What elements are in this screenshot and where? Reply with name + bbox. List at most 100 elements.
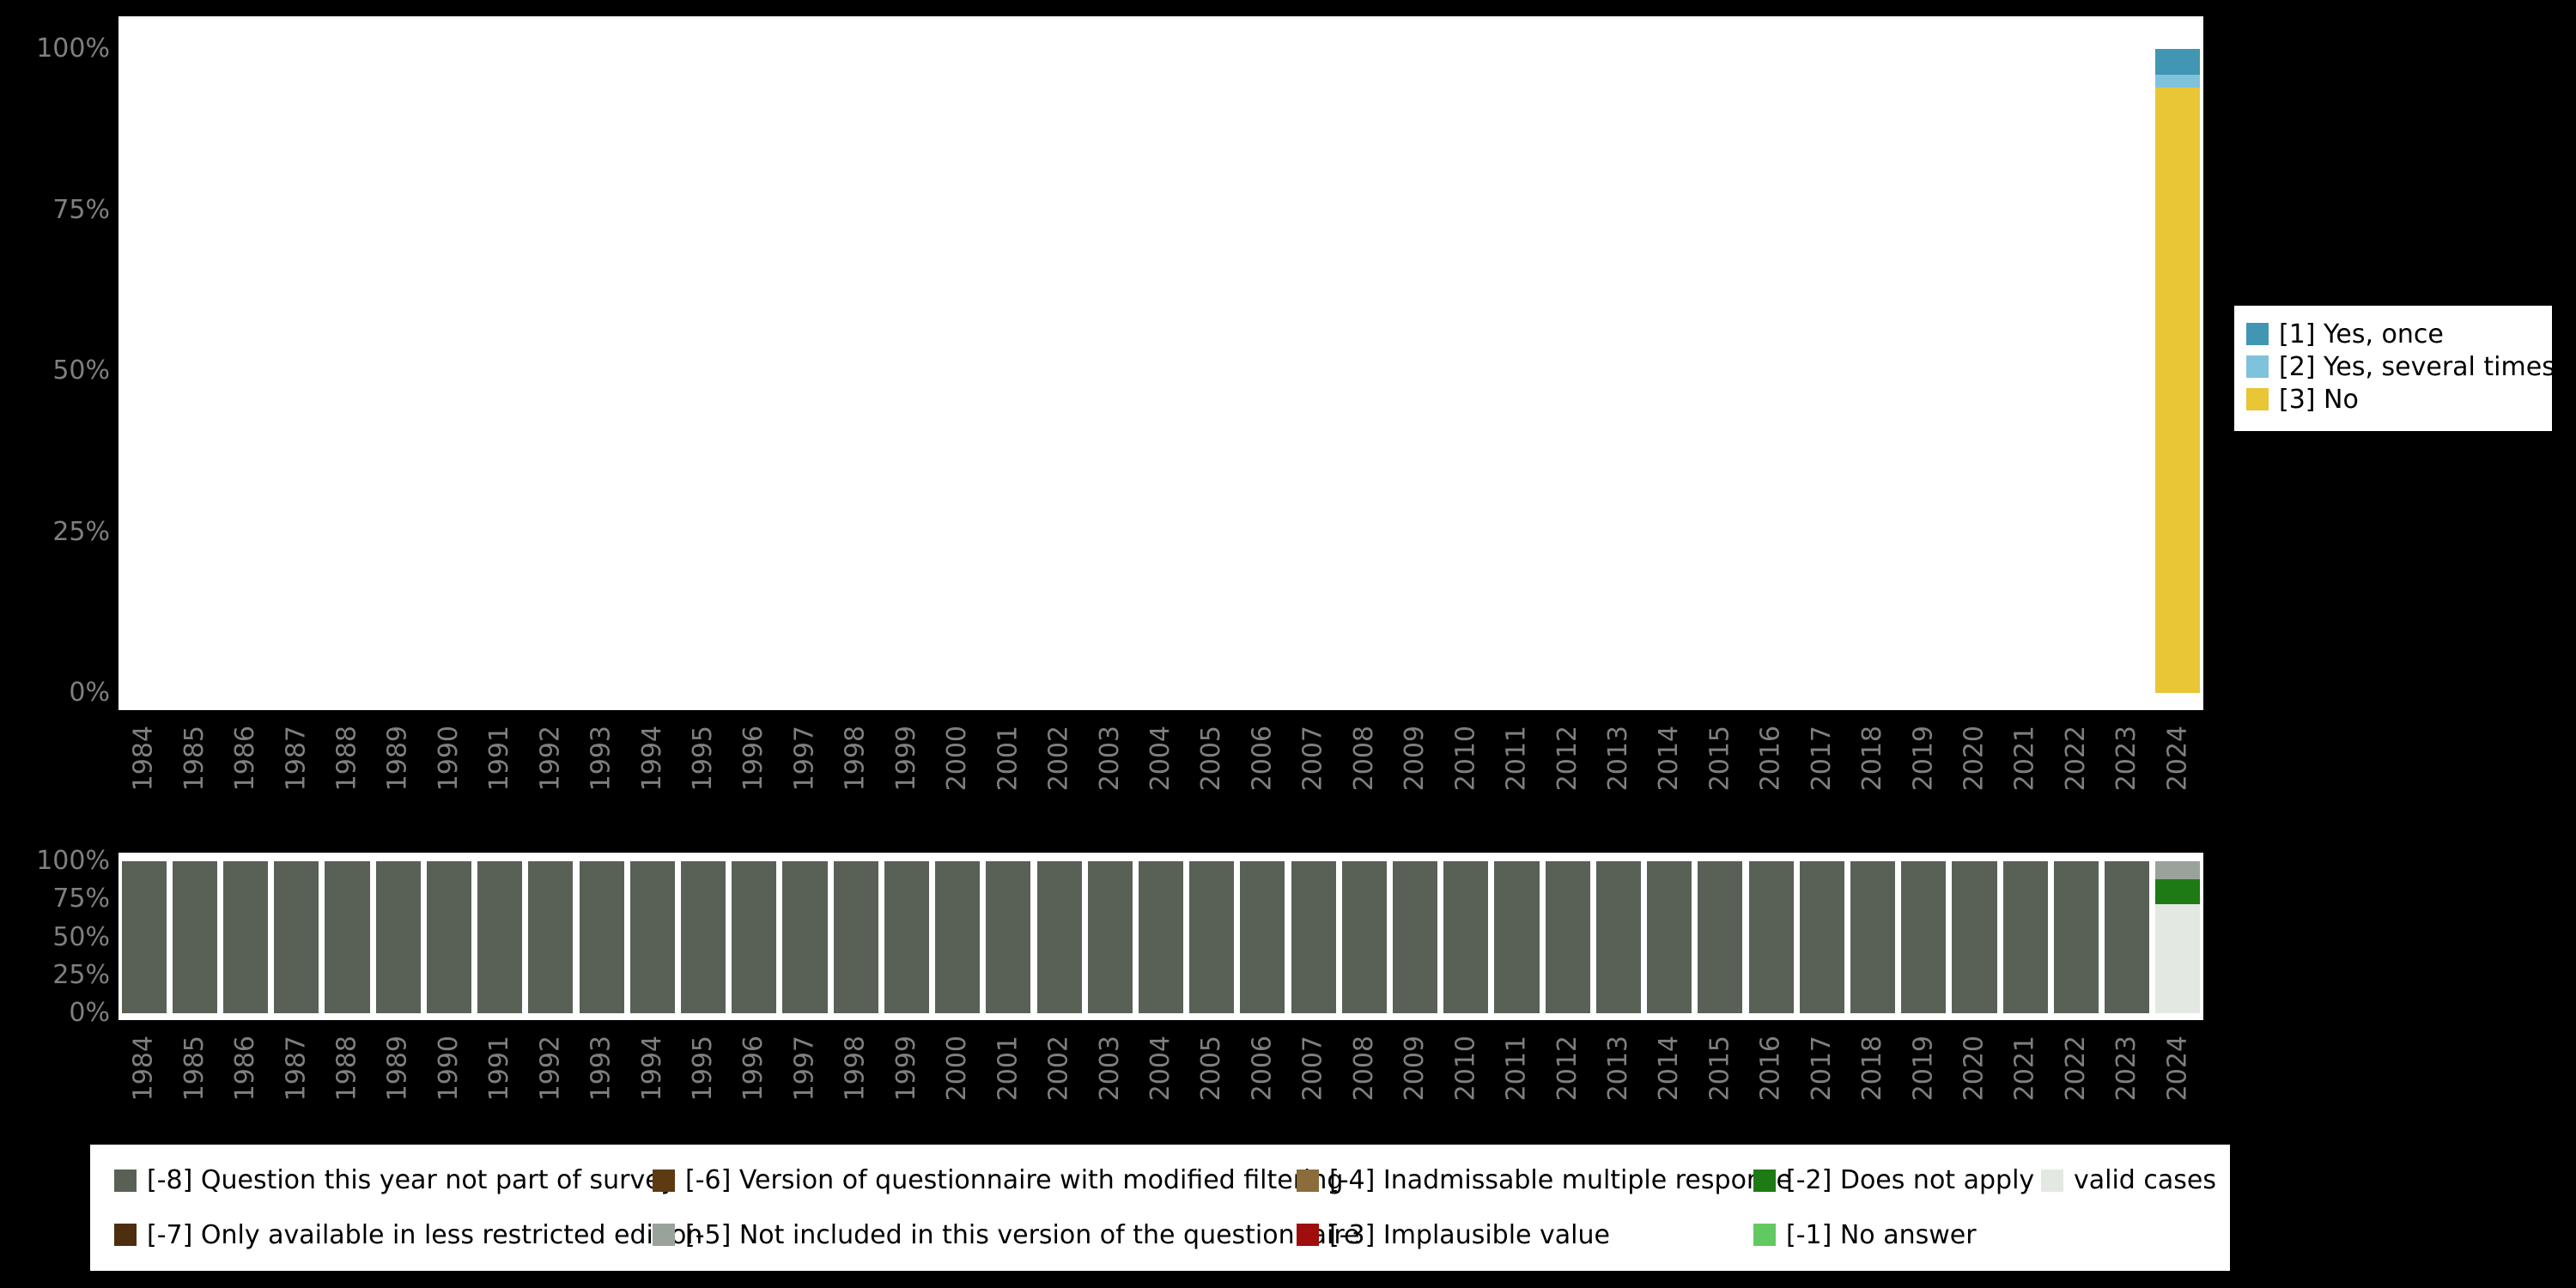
legend-item: [-7] Only available in less restricted e… [114, 1220, 702, 1250]
y-axis-label: 0% [69, 998, 110, 1028]
x-axis-label: 2017 [1806, 726, 1837, 792]
bar-segment-1998 [833, 861, 878, 1013]
legend-item: [-2] Does not apply [1753, 1165, 2041, 1195]
x-axis-label: 1995 [688, 726, 719, 792]
x-axis-label: 2021 [2009, 726, 2040, 792]
x-axis-label: 2006 [1247, 726, 1278, 792]
x-axis-label: 2009 [1400, 726, 1431, 792]
x-axis-label: 1984 [128, 726, 159, 792]
bar-segment-2010 [1443, 861, 1489, 1013]
x-axis-label: 1993 [586, 726, 617, 792]
legend-item: [-1] No answer [1753, 1220, 2041, 1250]
legend-label: [-5] Not included in this version of the… [685, 1219, 1360, 1250]
bar-segment-2012 [1545, 861, 1590, 1013]
legend-label: [-8] Question this year not part of surv… [147, 1165, 677, 1196]
y-axis-label: 75% [52, 194, 110, 225]
legend-item: [-4] Inadmissable multiple response [1297, 1165, 1792, 1195]
x-axis-label: 2002 [1043, 1036, 1074, 1102]
bar-segment-2005 [1189, 861, 1235, 1013]
x-axis-label: 2013 [1602, 1036, 1633, 1102]
x-axis-label: 1998 [840, 1036, 871, 1102]
bar-segment-2015 [1698, 861, 1743, 1013]
x-axis-label: 2019 [1908, 726, 1939, 792]
x-axis-label: 2024 [2162, 726, 2193, 792]
x-axis-label: 1990 [433, 1036, 464, 1102]
legend-label: [-6] Version of questionnaire with modif… [685, 1165, 1344, 1196]
x-axis-label: 1996 [738, 726, 769, 792]
bar-segment-1988 [325, 861, 370, 1013]
bars-area-missing-values-over-time [118, 861, 2203, 1013]
x-axis-label: 2012 [1552, 1036, 1583, 1102]
bar-segment-1999 [884, 861, 929, 1013]
bar-segment-2024 [2155, 49, 2201, 75]
x-axis-label: 2023 [2111, 1036, 2142, 1102]
x-axis-label: 2001 [993, 726, 1024, 792]
x-axis-label: 1989 [382, 1036, 413, 1102]
x-axis-label: 2005 [1196, 726, 1227, 792]
y-axis-label: 0% [69, 677, 110, 708]
x-axis-label: 1994 [636, 1036, 667, 1102]
legend-label: [-1] No answer [1786, 1219, 1977, 1250]
x-axis-label: 2000 [942, 726, 973, 792]
bar-segment-2019 [1901, 861, 1947, 1013]
x-axis-label: 2021 [2009, 1036, 2040, 1102]
x-axis-label: 2020 [1959, 1036, 1990, 1102]
bar-segment-2002 [1036, 861, 1082, 1013]
legend-label: [3] No [2279, 384, 2359, 415]
bar-segment-2009 [1393, 861, 1438, 1013]
y-axis-label: 100% [36, 846, 110, 876]
legend-swatch-icon [2246, 323, 2269, 345]
legend-swatch-icon [2041, 1169, 2063, 1192]
x-axis-label: 2013 [1602, 726, 1633, 792]
legend-bottom: [-8] Question this year not part of surv… [90, 1145, 2230, 1271]
x-axis-label: 2006 [1247, 1036, 1278, 1102]
x-axis-label: 2018 [1857, 1036, 1888, 1102]
x-axis-label: 1992 [535, 1036, 566, 1102]
bar-segment-2003 [1087, 861, 1133, 1013]
bar-segment-2004 [1138, 861, 1184, 1013]
bar-segment-2016 [1748, 861, 1794, 1013]
bar-segment-2024 [2155, 879, 2201, 904]
bar-segment-1993 [579, 861, 624, 1013]
legend-label: [-7] Only available in less restricted e… [147, 1219, 703, 1250]
x-axis-label: 1995 [688, 1036, 719, 1102]
bar-segment-2024 [2155, 75, 2201, 88]
bar-segment-2018 [1850, 861, 1896, 1013]
x-axis-label: 2004 [1145, 1036, 1176, 1102]
top-plot-area [118, 16, 2203, 710]
x-axis-label: 2020 [1959, 726, 1990, 792]
legend-swatch-icon [114, 1169, 137, 1192]
legend-item: [-6] Version of questionnaire with modif… [653, 1165, 1343, 1195]
x-axis-label: 1988 [331, 726, 362, 792]
legend-swatch-icon [1753, 1224, 1776, 1247]
y-axis-label: 50% [52, 355, 110, 386]
x-axis-label: 1993 [586, 1036, 617, 1102]
x-axis-label: 1994 [636, 726, 667, 792]
bar-segment-1989 [375, 861, 421, 1013]
legend-swatch-icon [2246, 355, 2269, 378]
x-axis-label: 2018 [1857, 726, 1888, 792]
bar-segment-1987 [274, 861, 319, 1013]
legend-swatch-icon [1297, 1224, 1319, 1247]
legend-item: [-3] Implausible value [1297, 1220, 1753, 1250]
bar-segment-1997 [782, 861, 828, 1013]
x-axis-label: 2008 [1348, 726, 1379, 792]
x-axis-label: 1991 [484, 726, 515, 792]
legend-label: [-4] Inadmissable multiple response [1329, 1165, 1793, 1196]
y-axis-label: 25% [52, 959, 110, 990]
bar-segment-2011 [1494, 861, 1540, 1013]
x-axis-label: 2017 [1806, 1036, 1837, 1102]
legend-label: [2] Yes, several times [2279, 351, 2555, 382]
legend-label: valid cases [2074, 1165, 2216, 1196]
bar-segment-2020 [1952, 861, 1997, 1013]
x-axis-label: 2022 [2060, 1036, 2091, 1102]
x-axis-label: 2019 [1908, 1036, 1939, 1102]
x-axis-label: 2004 [1145, 726, 1176, 792]
x-axis-label: 1999 [890, 726, 921, 792]
bars-area-values-over-time [118, 49, 2203, 693]
bar-segment-1995 [680, 861, 726, 1013]
bar-segment-1994 [629, 861, 675, 1013]
x-axis-label: 2009 [1400, 1036, 1431, 1102]
legend-label: [1] Yes, once [2279, 319, 2444, 349]
x-axis-label: 2023 [2111, 726, 2142, 792]
